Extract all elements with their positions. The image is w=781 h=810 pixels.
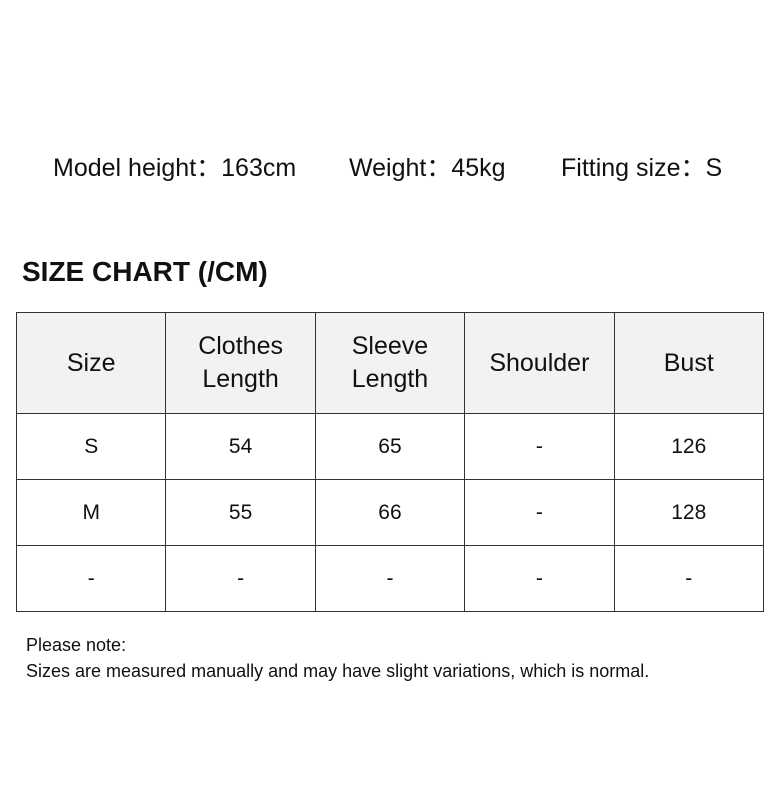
column-header-text: Sleeve	[351, 332, 429, 360]
fitting-size: Fitting size：S	[561, 154, 723, 182]
table-cell: -	[613, 545, 764, 612]
table-header-row: Size Clothes Length Sleeve Length Shoulder Bus…	[15, 312, 764, 414]
table-row: S 54 65-126	[15, 413, 764, 480]
column-header-text: Clothes	[198, 332, 283, 360]
table-cell: 54	[165, 413, 316, 480]
column-header-text: Length	[202, 365, 279, 393]
table-cell: 66	[314, 479, 466, 546]
column-header: Clothes Length	[165, 312, 316, 414]
table-cell: -	[464, 479, 615, 546]
column-header-text: Shoulder	[489, 348, 590, 377]
table-cell: 126	[613, 413, 764, 480]
model-height: Model height：163cm	[53, 154, 297, 182]
table-cell: -	[464, 413, 615, 480]
table-cell: M	[15, 479, 167, 546]
table-cell: -	[165, 545, 316, 612]
note: Please note: Sizes are measured manually…	[26, 632, 649, 684]
column-header: Shoulder	[464, 312, 615, 414]
table-cell: S	[15, 413, 167, 480]
table-cell: 55	[165, 479, 316, 546]
table-cell: -	[464, 545, 615, 612]
column-header-text: Bust	[663, 348, 714, 377]
column-header: Bust	[613, 312, 764, 414]
column-header: Size	[15, 312, 167, 414]
note-text: Sizes are measured manually and may have…	[26, 661, 650, 681]
table-cell: 128	[613, 479, 764, 546]
size-chart-title: SIZE CHART (/CM)	[22, 256, 268, 287]
table-cell: -	[314, 545, 466, 612]
column-header-text: Size	[66, 348, 116, 377]
model-info: Model height：163cm Weight：45kg Fitting s…	[0, 148, 781, 264]
table-row: M 55 66-128	[15, 479, 764, 546]
size-table: Size Clothes Length Sleeve Length Shoulder Bus…	[15, 312, 764, 612]
model-weight: Weight：45kg	[349, 154, 506, 182]
column-header-text: Length	[351, 365, 429, 393]
column-header: Sleeve Length	[314, 312, 466, 414]
table-row: -----	[15, 545, 764, 612]
table-cell: -	[15, 545, 167, 612]
note-heading: Please note:	[26, 635, 127, 655]
table-cell: 65	[314, 413, 466, 480]
